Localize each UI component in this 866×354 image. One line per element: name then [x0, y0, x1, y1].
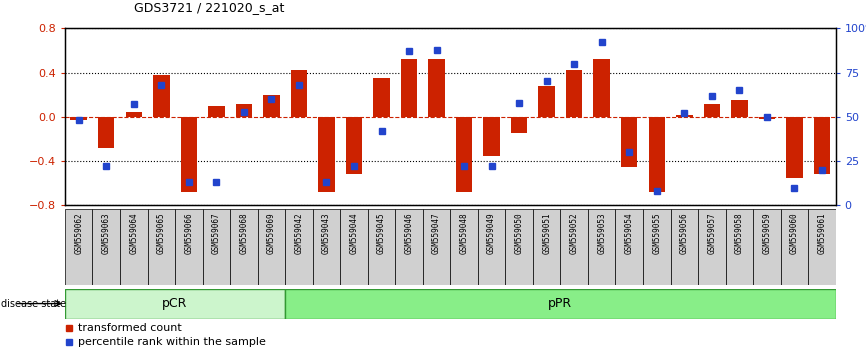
- Text: GSM559045: GSM559045: [377, 213, 386, 254]
- Bar: [506, 209, 533, 285]
- Bar: [676, 115, 693, 117]
- Text: percentile rank within the sample: percentile rank within the sample: [79, 337, 267, 348]
- Bar: [263, 95, 280, 117]
- Text: pCR: pCR: [162, 297, 188, 310]
- Bar: [643, 209, 670, 285]
- Bar: [285, 209, 313, 285]
- Bar: [147, 209, 175, 285]
- Text: GSM559043: GSM559043: [322, 213, 331, 254]
- Text: GSM559048: GSM559048: [460, 213, 469, 254]
- Bar: [65, 209, 93, 285]
- Text: GSM559063: GSM559063: [101, 213, 111, 254]
- Bar: [511, 117, 527, 133]
- Text: GSM559053: GSM559053: [598, 213, 606, 254]
- Text: transformed count: transformed count: [79, 322, 182, 332]
- Text: GSM559068: GSM559068: [239, 213, 249, 254]
- Bar: [456, 117, 472, 192]
- Text: GSM559062: GSM559062: [74, 213, 83, 254]
- Bar: [401, 59, 417, 117]
- Text: GSM559042: GSM559042: [294, 213, 303, 254]
- Bar: [70, 117, 87, 120]
- Bar: [616, 209, 643, 285]
- Bar: [153, 75, 170, 117]
- Text: GSM559064: GSM559064: [129, 213, 139, 254]
- Bar: [593, 59, 610, 117]
- Bar: [291, 70, 307, 117]
- Bar: [208, 106, 224, 117]
- Bar: [621, 117, 637, 167]
- Bar: [180, 117, 197, 192]
- Bar: [814, 117, 830, 175]
- Bar: [478, 209, 506, 285]
- Text: GSM559056: GSM559056: [680, 213, 688, 254]
- Bar: [565, 70, 583, 117]
- Text: GSM559051: GSM559051: [542, 213, 551, 254]
- Bar: [731, 100, 747, 117]
- Bar: [670, 209, 698, 285]
- Bar: [93, 209, 120, 285]
- Text: GSM559050: GSM559050: [514, 213, 524, 254]
- Bar: [560, 209, 588, 285]
- Text: GSM559055: GSM559055: [652, 213, 662, 254]
- Text: GDS3721 / 221020_s_at: GDS3721 / 221020_s_at: [134, 1, 285, 14]
- Text: GSM559046: GSM559046: [404, 213, 414, 254]
- Bar: [65, 289, 285, 319]
- Bar: [203, 209, 230, 285]
- Bar: [539, 86, 555, 117]
- Bar: [395, 209, 423, 285]
- Bar: [368, 209, 395, 285]
- Text: pPR: pPR: [548, 297, 572, 310]
- Bar: [483, 117, 500, 155]
- Text: GSM559049: GSM559049: [487, 213, 496, 254]
- Bar: [258, 209, 285, 285]
- Text: GSM559069: GSM559069: [267, 213, 276, 254]
- Bar: [175, 209, 203, 285]
- Text: GSM559065: GSM559065: [157, 213, 165, 254]
- Bar: [450, 209, 478, 285]
- Text: disease state: disease state: [1, 298, 66, 309]
- Bar: [373, 78, 390, 117]
- Text: GSM559054: GSM559054: [624, 213, 634, 254]
- Bar: [703, 104, 720, 117]
- Bar: [236, 104, 252, 117]
- Text: GSM559060: GSM559060: [790, 213, 799, 254]
- Text: GSM559044: GSM559044: [350, 213, 359, 254]
- Bar: [726, 209, 753, 285]
- Bar: [429, 59, 445, 117]
- Bar: [780, 209, 808, 285]
- Bar: [786, 117, 803, 178]
- Text: GSM559061: GSM559061: [818, 213, 826, 254]
- Bar: [340, 209, 368, 285]
- Text: GSM559052: GSM559052: [570, 213, 578, 254]
- Bar: [698, 209, 726, 285]
- Bar: [98, 117, 114, 148]
- Bar: [588, 209, 616, 285]
- Bar: [126, 113, 142, 117]
- Text: GSM559047: GSM559047: [432, 213, 441, 254]
- Text: GSM559067: GSM559067: [212, 213, 221, 254]
- Bar: [346, 117, 362, 175]
- Bar: [533, 209, 560, 285]
- Text: GSM559058: GSM559058: [735, 213, 744, 254]
- Bar: [313, 209, 340, 285]
- Text: GSM559066: GSM559066: [184, 213, 193, 254]
- Bar: [120, 209, 147, 285]
- Text: GSM559059: GSM559059: [762, 213, 772, 254]
- Bar: [753, 209, 780, 285]
- Bar: [649, 117, 665, 192]
- Text: GSM559057: GSM559057: [708, 213, 716, 254]
- Bar: [318, 117, 334, 192]
- Bar: [230, 209, 258, 285]
- Bar: [423, 209, 450, 285]
- Bar: [808, 209, 836, 285]
- Bar: [285, 289, 836, 319]
- Bar: [759, 117, 775, 119]
